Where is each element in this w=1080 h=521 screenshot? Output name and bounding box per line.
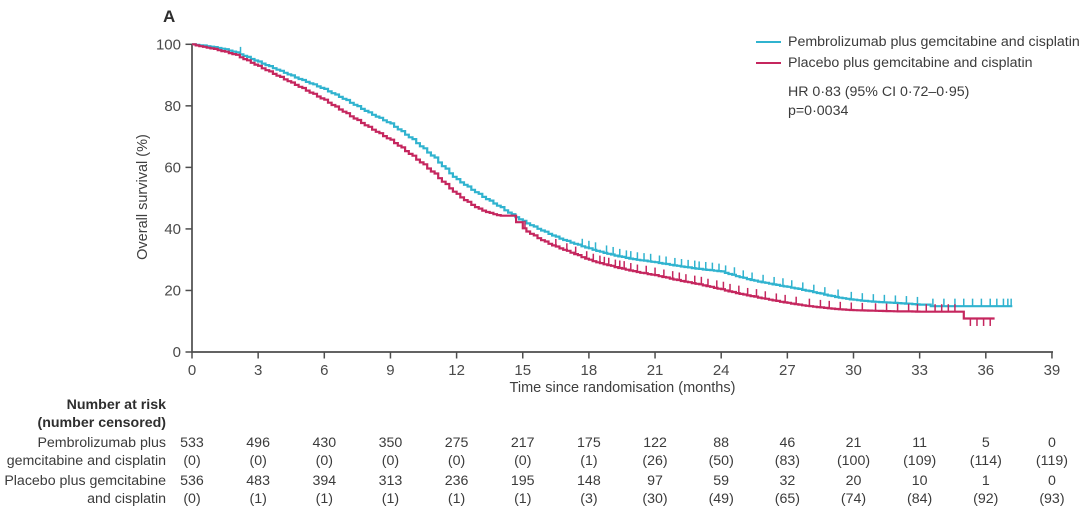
legend: Pembrolizumab plus gemcitabine and cispl… [756,33,1080,71]
censored-value-cell: (1) [315,491,333,507]
risk-value-cell: 350 [378,435,403,451]
risk-row-label-placebo-line2: and cisplatin [87,491,166,507]
x-tick-label: 3 [254,362,262,379]
risk-value-cell: 175 [577,435,601,451]
risk-value-cell: 0 [1047,435,1056,451]
risk-value-cell: 148 [577,473,601,489]
censored-value-cell: (1) [514,491,532,507]
censored-value-cell: (74) [840,491,867,507]
legend-label-pembrolizumab: Pembrolizumab plus gemcitabine and cispl… [788,33,1080,50]
x-tick-label: 24 [713,362,730,379]
p-value-annotation: p=0·0034 [788,103,849,119]
risk-value-cell: 21 [845,435,862,451]
survival-curve-pembrolizumab [192,43,1013,308]
x-tick-label: 33 [911,362,928,379]
censored-value-cell: (114) [969,453,1002,469]
censored-value-cell: (92) [973,491,999,507]
censored-value-cell: (1) [447,491,466,507]
censored-value-cell: (119) [1035,453,1068,469]
censored-value-cell: (0) [381,453,400,469]
x-tick-label: 39 [1044,362,1061,379]
risk-value-cell: 122 [643,435,667,451]
y-tick-label: 60 [164,159,181,176]
censored-value-cell: (100) [836,453,871,469]
y-tick-label: 100 [156,36,181,53]
risk-value-cell: 533 [180,435,204,451]
risk-value-cell: 236 [444,473,469,489]
risk-table-header-line1: Number at risk [66,397,166,413]
risk-value-cell: 97 [647,473,663,489]
risk-value-cell: 275 [444,435,469,451]
censored-value-cell: (83) [774,453,800,469]
censored-value-cell: (0) [183,491,201,507]
censored-value-cell: (0) [514,453,532,469]
legend-label-placebo: Placebo plus gemcitabine and cisplatin [788,54,1033,71]
censored-value-cell: (84) [907,491,933,507]
risk-row-label-pembrolizumab-line1: Pembrolizumab plus [37,435,166,451]
censored-value-cell: (0) [315,453,333,469]
risk-value-cell: 0 [1047,473,1056,489]
censored-value-cell: (30) [642,491,668,507]
legend-item-pembrolizumab: Pembrolizumab plus gemcitabine and cispl… [756,33,1080,50]
censored-value-cell: (26) [642,453,668,469]
x-tick-label: 27 [779,362,796,379]
censored-value-cell: (65) [774,491,800,507]
x-tick-label: 9 [386,362,394,379]
risk-value-cell: 11 [912,435,927,451]
y-axis-title: Overall survival (%) [135,134,151,260]
risk-value-cell: 195 [510,473,535,489]
censored-value-cell: (0) [447,453,466,469]
censored-value-cell: (1) [580,453,598,469]
risk-value-cell: 20 [845,473,862,489]
risk-row-label-placebo-line1: Placebo plus gemcitabine [4,473,166,489]
risk-value-cell: 10 [911,473,928,489]
y-tick-label: 40 [164,221,181,238]
x-tick-label: 0 [188,362,196,379]
censored-value-cell: (93) [1039,491,1065,507]
legend-line-sample-placebo [756,61,781,64]
risk-value-cell: 496 [246,435,270,451]
censored-value-cell: (0) [183,453,201,469]
legend-line-sample-pembrolizumab [756,40,781,43]
censored-value-cell: (50) [708,453,734,469]
legend-item-placebo: Placebo plus gemcitabine and cisplatin [756,54,1080,71]
hazard-ratio-annotation: HR 0·83 (95% CI 0·72–0·95) [788,84,970,100]
risk-value-cell: 313 [378,473,403,489]
y-tick-label: 80 [164,98,181,115]
x-axis-title: Time since randomisation (months) [509,380,736,396]
censored-value-cell: (0) [249,453,267,469]
risk-table-header-line2: (number censored) [37,415,167,431]
risk-value-cell: 1 [981,473,990,489]
risk-value-cell: 32 [779,473,796,489]
x-tick-label: 36 [977,362,994,379]
x-tick-label: 6 [320,362,328,379]
risk-value-cell: 46 [779,435,796,451]
risk-value-cell: 394 [312,473,337,489]
risk-value-cell: 217 [510,435,535,451]
y-tick-label: 0 [173,344,181,361]
risk-value-cell: 536 [180,473,204,489]
panel-label: A [163,7,176,26]
risk-value-cell: 430 [312,435,337,451]
censored-value-cell: (1) [249,491,267,507]
censored-value-cell: (1) [381,491,400,507]
y-tick-label: 20 [164,282,181,299]
risk-value-cell: 5 [981,435,990,451]
risk-value-cell: 88 [713,435,730,451]
censored-value-cell: (3) [580,491,598,507]
censored-value-cell: (109) [903,453,937,469]
risk-value-cell: 59 [713,473,730,489]
censored-value-cell: (49) [708,491,734,507]
x-tick-label: 18 [581,362,598,379]
risk-value-cell: 483 [246,473,270,489]
x-tick-label: 15 [514,362,531,379]
survival-curve-placebo [192,43,995,320]
x-tick-label: 21 [647,362,664,379]
risk-row-label-pembrolizumab-line2: gemcitabine and cisplatin [6,453,166,469]
x-tick-label: 30 [845,362,862,379]
x-tick-label: 12 [448,362,465,379]
